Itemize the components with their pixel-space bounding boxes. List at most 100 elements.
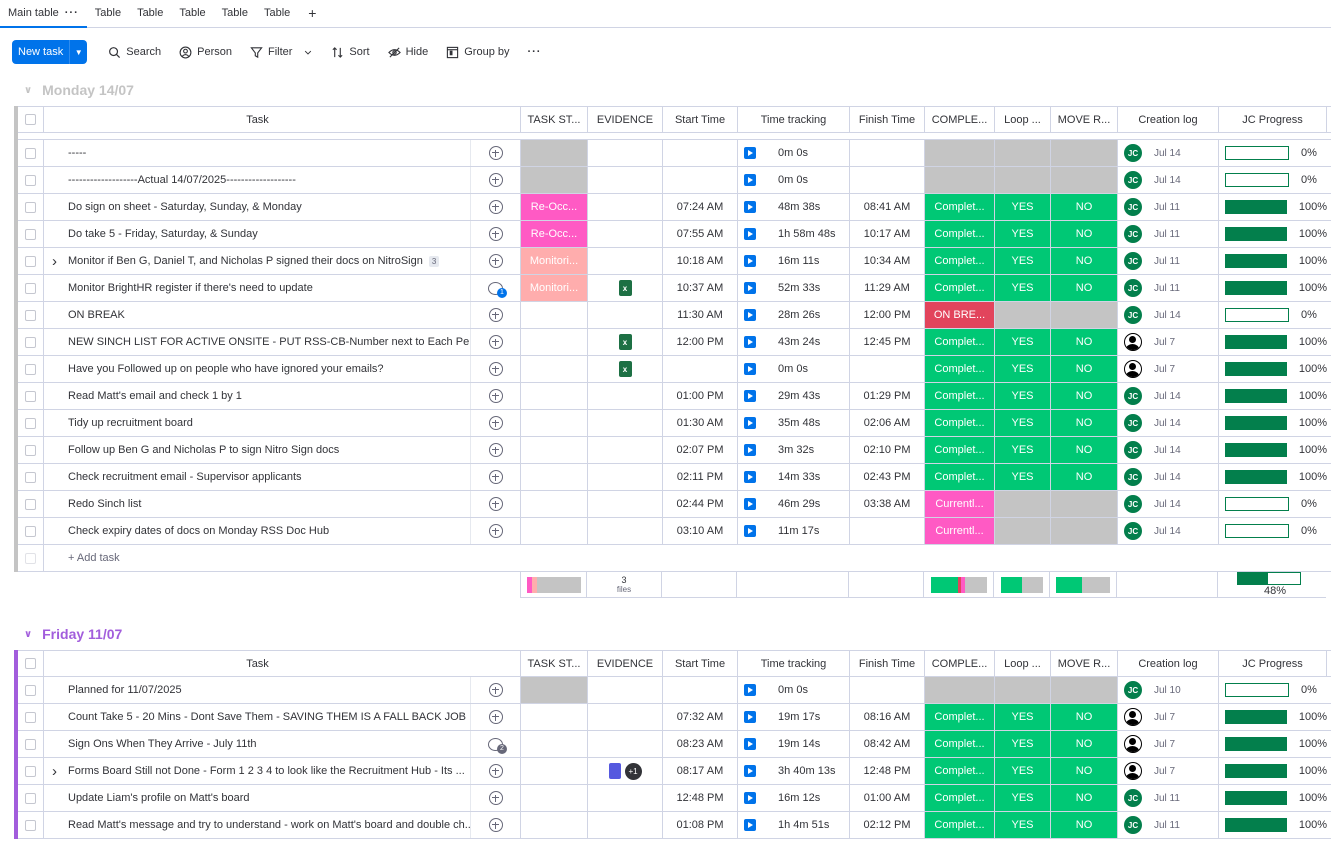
- chevron-right-icon[interactable]: ›: [52, 762, 57, 780]
- play-icon[interactable]: [744, 147, 756, 159]
- task-name-cell[interactable]: NEW SINCH LIST FOR ACTIVE ONSITE - PUT R…: [44, 329, 471, 355]
- loop-cell[interactable]: YES: [995, 356, 1051, 382]
- checkbox[interactable]: [25, 282, 36, 294]
- loop-cell[interactable]: YES: [995, 194, 1051, 220]
- updates-cell[interactable]: [471, 785, 521, 811]
- finish-time-cell[interactable]: 12:48 PM: [850, 758, 925, 784]
- time-tracking-cell[interactable]: 52m 33s: [738, 275, 850, 301]
- finish-time-cell[interactable]: 02:12 PM: [850, 812, 925, 838]
- avatar[interactable]: JC: [1124, 387, 1142, 405]
- loop-cell[interactable]: [995, 167, 1051, 193]
- updates-cell[interactable]: [471, 194, 521, 220]
- start-time-cell[interactable]: 03:10 AM: [663, 518, 738, 544]
- column-header-updates[interactable]: [471, 651, 521, 676]
- tab-table-2[interactable]: Table: [129, 0, 171, 28]
- column-header-time-tracking[interactable]: Time tracking: [738, 651, 850, 676]
- evidence-cell[interactable]: [588, 383, 663, 409]
- avatar[interactable]: JC: [1124, 441, 1142, 459]
- evidence-cell[interactable]: [588, 704, 663, 730]
- start-time-cell[interactable]: 11:30 AM: [663, 302, 738, 328]
- row-checkbox-cell[interactable]: [18, 518, 44, 544]
- row-checkbox-cell[interactable]: [18, 302, 44, 328]
- add-update-icon[interactable]: [488, 389, 503, 403]
- task-name[interactable]: Read Matt's email and check 1 by 1: [68, 390, 242, 402]
- complete-status-cell[interactable]: Complet...: [925, 221, 995, 247]
- play-icon[interactable]: [744, 201, 756, 213]
- avatar[interactable]: JC: [1124, 681, 1142, 699]
- loop-cell[interactable]: YES: [995, 275, 1051, 301]
- checkbox[interactable]: [25, 363, 36, 375]
- add-update-icon[interactable]: [488, 764, 503, 778]
- row-checkbox-cell[interactable]: [18, 329, 44, 355]
- time-tracking-cell[interactable]: 1h 58m 48s: [738, 221, 850, 247]
- task-name[interactable]: Update Liam's profile on Matt's board: [68, 792, 250, 804]
- task-name-cell[interactable]: › Monitor if Ben G, Daniel T, and Nichola…: [44, 248, 471, 274]
- complete-status-cell[interactable]: Complet...: [925, 356, 995, 382]
- updates-cell[interactable]: 1: [471, 275, 521, 301]
- finish-time-cell[interactable]: 12:45 PM: [850, 329, 925, 355]
- add-update-icon[interactable]: [488, 416, 503, 430]
- start-time-cell[interactable]: 10:37 AM: [663, 275, 738, 301]
- updates-cell[interactable]: [471, 704, 521, 730]
- loop-cell[interactable]: [995, 140, 1051, 166]
- play-icon[interactable]: [744, 390, 756, 402]
- evidence-cell[interactable]: [588, 167, 663, 193]
- checkbox[interactable]: [25, 114, 36, 125]
- add-update-icon[interactable]: [488, 818, 503, 832]
- row-checkbox-cell[interactable]: [18, 140, 44, 166]
- checkbox[interactable]: [25, 201, 36, 213]
- add-task-button[interactable]: + Add task: [68, 552, 120, 564]
- search-button[interactable]: Search: [101, 40, 168, 64]
- task-name-cell[interactable]: Planned for 11/07/2025: [44, 677, 471, 703]
- task-name-cell[interactable]: Read Matt's message and try to understan…: [44, 812, 471, 838]
- play-icon[interactable]: [744, 471, 756, 483]
- avatar[interactable]: [1124, 333, 1142, 351]
- column-header-updates[interactable]: [471, 107, 521, 132]
- select-all-checkbox[interactable]: [18, 107, 44, 132]
- start-time-cell[interactable]: 07:24 AM: [663, 194, 738, 220]
- complete-status-cell[interactable]: Complet...: [925, 812, 995, 838]
- move-cell[interactable]: NO: [1051, 410, 1118, 436]
- column-header-evidence[interactable]: EVIDENCE: [588, 107, 663, 132]
- finish-time-cell[interactable]: [850, 167, 925, 193]
- finish-time-cell[interactable]: 10:34 AM: [850, 248, 925, 274]
- move-cell[interactable]: NO: [1051, 785, 1118, 811]
- sort-button[interactable]: Sort: [324, 40, 376, 64]
- column-header-finish-time[interactable]: Finish Time: [850, 107, 925, 132]
- task-status-cell[interactable]: [521, 677, 588, 703]
- task-status-cell[interactable]: [521, 140, 588, 166]
- avatar[interactable]: JC: [1124, 414, 1142, 432]
- checkbox[interactable]: [25, 658, 36, 669]
- finish-time-cell[interactable]: 12:00 PM: [850, 302, 925, 328]
- finish-time-cell[interactable]: [850, 677, 925, 703]
- tab-table-1[interactable]: Table: [87, 0, 129, 28]
- play-icon[interactable]: [744, 309, 756, 321]
- start-time-cell[interactable]: 02:44 PM: [663, 491, 738, 517]
- row-checkbox-cell[interactable]: [18, 812, 44, 838]
- evidence-cell[interactable]: [588, 437, 663, 463]
- excel-file-icon[interactable]: x: [618, 334, 632, 350]
- complete-status-cell[interactable]: Complet...: [925, 329, 995, 355]
- start-time-cell[interactable]: 02:07 PM: [663, 437, 738, 463]
- finish-time-cell[interactable]: 11:29 AM: [850, 275, 925, 301]
- task-status-cell[interactable]: [521, 731, 588, 757]
- task-status-cell[interactable]: [521, 383, 588, 409]
- finish-time-cell[interactable]: 10:17 AM: [850, 221, 925, 247]
- checkbox[interactable]: [25, 738, 36, 750]
- time-tracking-cell[interactable]: 1h 4m 51s: [738, 812, 850, 838]
- row-checkbox-cell[interactable]: [18, 410, 44, 436]
- avatar[interactable]: JC: [1124, 252, 1142, 270]
- task-name-cell[interactable]: Read Matt's email and check 1 by 1: [44, 383, 471, 409]
- avatar[interactable]: JC: [1124, 306, 1142, 324]
- play-icon[interactable]: [744, 444, 756, 456]
- filter-button[interactable]: Filter: [243, 40, 320, 64]
- evidence-cell[interactable]: +1: [588, 758, 663, 784]
- checkbox[interactable]: [25, 792, 36, 804]
- person-filter-button[interactable]: Person: [172, 40, 239, 64]
- move-cell[interactable]: [1051, 491, 1118, 517]
- finish-time-cell[interactable]: 01:00 AM: [850, 785, 925, 811]
- move-cell[interactable]: NO: [1051, 704, 1118, 730]
- column-header-complete[interactable]: COMPLE...: [925, 107, 995, 132]
- finish-time-cell[interactable]: 02:43 PM: [850, 464, 925, 490]
- updates-cell[interactable]: [471, 302, 521, 328]
